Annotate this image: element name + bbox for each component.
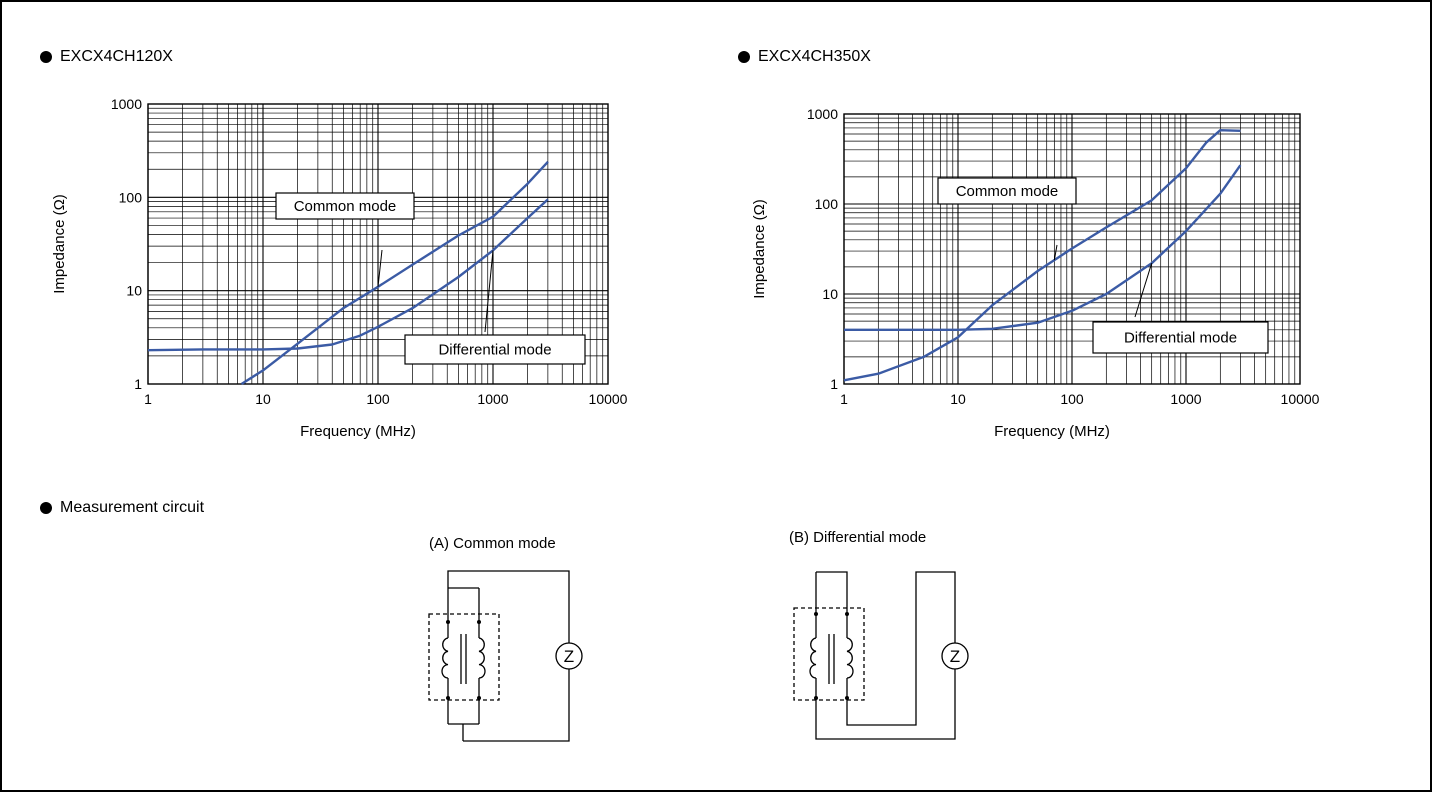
annotation-box [275,192,415,220]
x-tick-label: 1 [144,391,152,407]
x-tick-label: 1 [840,391,848,407]
x-tick-label: 10000 [589,391,628,407]
series-line-common-mode [240,160,549,386]
impedance-meter-icon [555,642,583,670]
x-tick-label: 100 [1060,391,1084,407]
annotation-label: Differential mode [1124,330,1237,347]
circuit-common-mode: (A) Common mode Z [428,535,583,742]
chart2-heading: EXCX4CH350X [738,48,871,66]
meter-a-symbol: Z [564,647,574,666]
plot-border [147,103,609,385]
x-tick-label: 100 [366,391,390,407]
annotation-leader-line [484,250,494,333]
circuit-a-wiring [428,570,570,742]
annotation-label: Common mode [956,183,1059,200]
series-line-common-mode [843,129,1241,382]
x-tick-label: 1000 [477,391,508,407]
y-tick-label: 10 [126,283,142,299]
impedance-chart-excx4ch120x: 1 10 100 1000 10000 1 10 100 1000 Frequency (MHz)… [51,96,628,440]
annotation-box [404,334,586,365]
circuit-b-wiring [793,571,956,740]
y-tick-label: 1000 [111,96,142,112]
bullet-icon [40,502,52,514]
annotation-box [937,177,1077,205]
annotation-leader-line [377,249,383,287]
y-tick-label: 100 [119,189,143,205]
annotation-box [1092,321,1269,354]
series-line-differential-mode [844,164,1242,332]
series-line-differential-mode [147,198,549,352]
chart1-heading: EXCX4CH120X [40,48,173,66]
meter-b-symbol: Z [950,647,960,666]
annotation-label: Common mode [294,198,397,215]
annotation-label: Differential mode [438,342,551,359]
circuit-heading: Measurement circuit [40,499,204,517]
plot-border [843,113,1301,385]
circuit-title: Measurement circuit [60,499,205,516]
circuit-differential-mode: (B) Differential mode Z [789,529,969,740]
x-axis-label: Frequency (MHz) [994,423,1110,440]
circuit-a-label: (A) Common mode [429,535,556,552]
y-axis-label: Impedance (Ω) [751,199,768,299]
bullet-icon [40,51,52,63]
chart2-title: EXCX4CH350X [758,48,871,65]
circuit-b-label: (B) Differential mode [789,529,926,546]
y-axis-label: Impedance (Ω) [51,194,68,294]
chart1-title: EXCX4CH120X [60,48,173,65]
y-tick-label: 10 [822,286,838,302]
annotation-leader-line [1053,244,1058,261]
bullet-icon [738,51,750,63]
circuit-a-dots [446,620,481,700]
y-tick-label: 1000 [807,106,838,122]
y-tick-label: 1 [134,376,142,392]
impedance-chart-excx4ch350x: 1 10 100 1000 10000 1 10 100 1000 Frequency (MHz)… [751,106,1320,440]
x-tick-label: 1000 [1170,391,1201,407]
y-tick-label: 100 [815,196,839,212]
annotation-leader-line [1134,263,1153,318]
x-tick-label: 10 [950,391,966,407]
x-tick-label: 10000 [1281,391,1320,407]
y-tick-label: 1 [830,376,838,392]
impedance-meter-icon [941,642,969,670]
x-axis-label: Frequency (MHz) [300,423,416,440]
circuit-b-dots [814,612,849,700]
x-tick-label: 10 [255,391,271,407]
